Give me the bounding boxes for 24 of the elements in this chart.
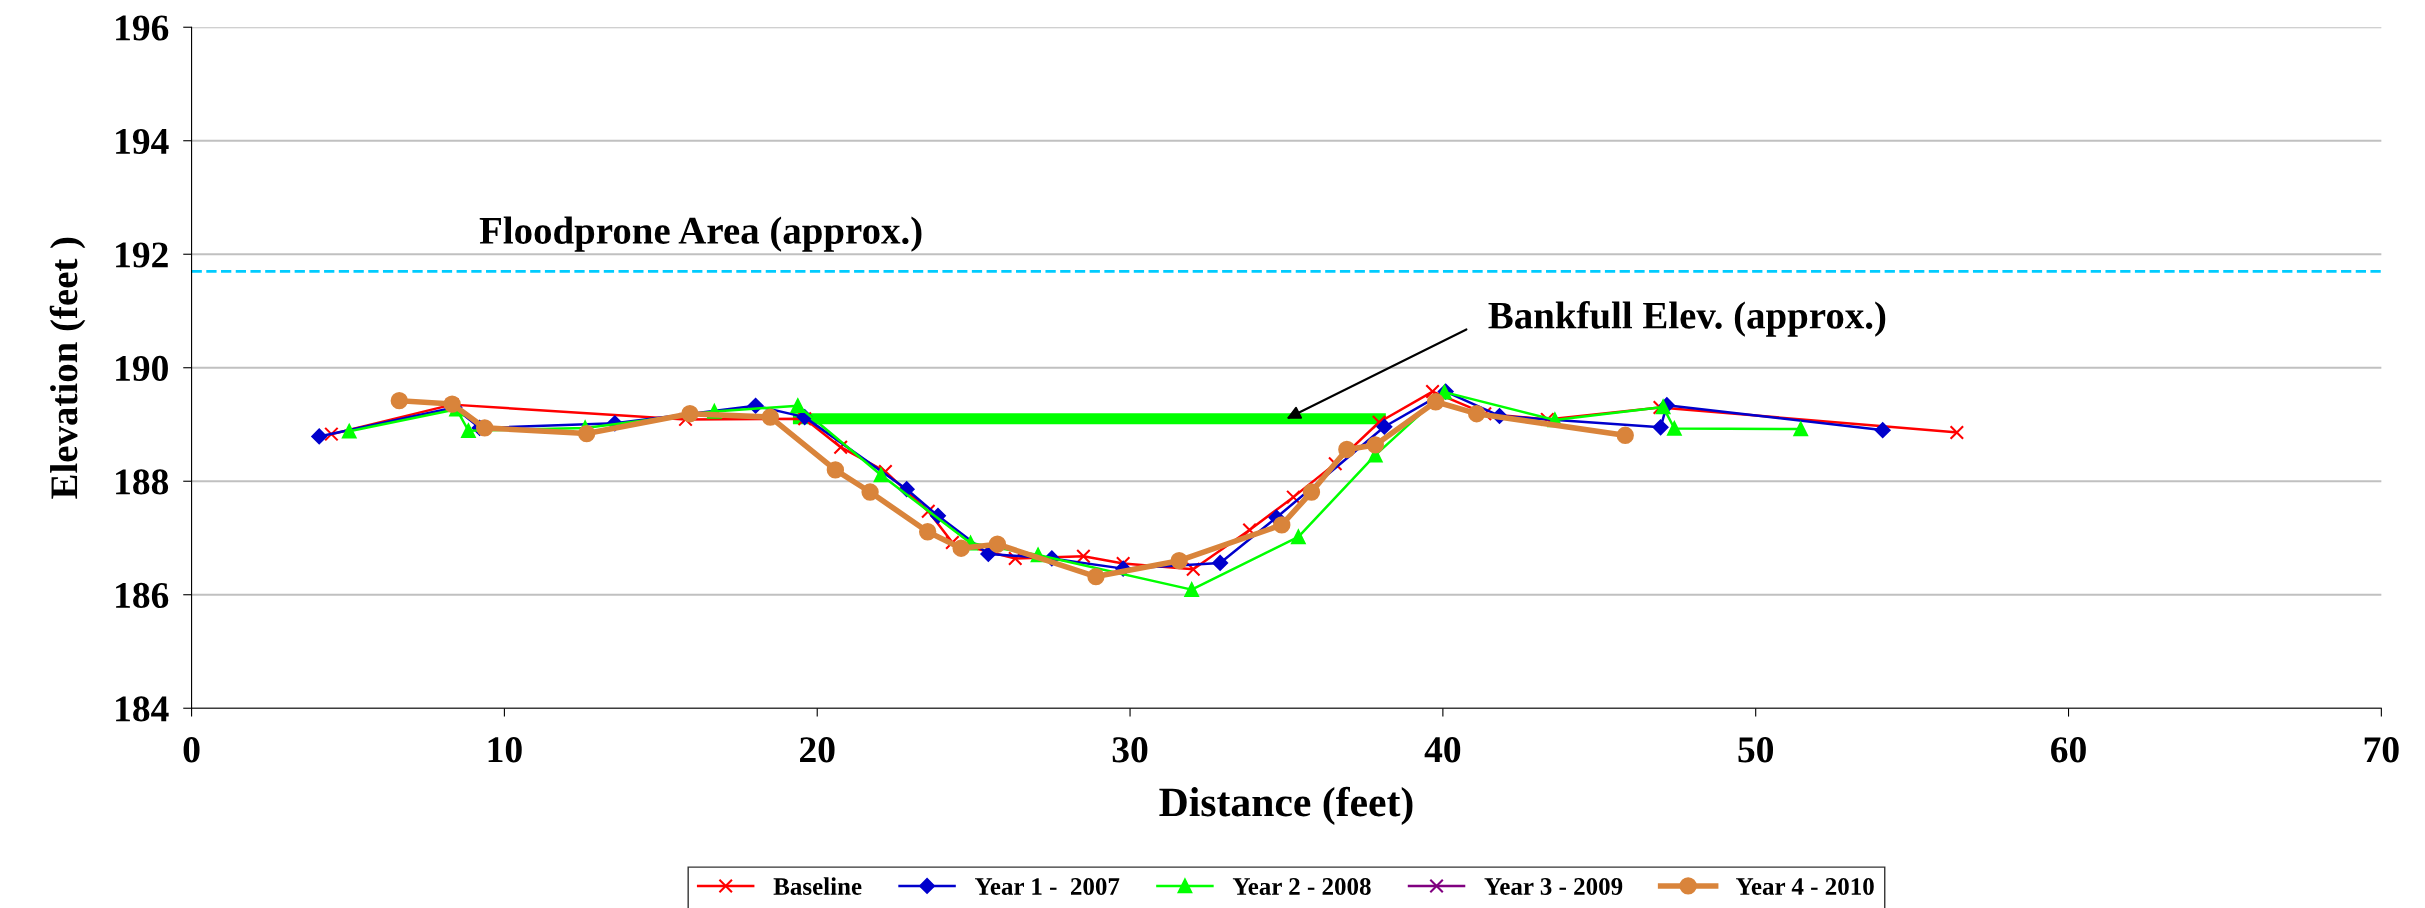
x-tick-label: 50 — [1738, 737, 1774, 763]
x-tick-label: 0 — [183, 737, 200, 763]
y-tick-label: 184 — [116, 696, 169, 722]
ref-line-label: Floodprone Area (approx.) — [479, 216, 922, 252]
y-tick-label: 190 — [116, 355, 168, 382]
x-tick-label: 20 — [800, 737, 835, 763]
x-tick-label: 40 — [1424, 737, 1461, 763]
legend-label: Year 3 - 2009 — [1484, 878, 1623, 895]
x-tick-label: 30 — [1112, 737, 1148, 763]
legend-label: Year 1 - 2007 — [975, 878, 1120, 895]
annotation: Bankfull Elev. (approx.) — [1488, 300, 1886, 337]
x-tick-label: 60 — [2051, 737, 2086, 763]
legend-label: Year 2 - 2008 — [1232, 878, 1371, 895]
y-tick-label: 192 — [116, 242, 168, 268]
y-tick-label: 196 — [116, 15, 169, 41]
x-axis-title: Distance (feet) — [1159, 786, 1413, 825]
legend-label: Year 4 - 2010 — [1736, 878, 1874, 895]
y-tick-label: 188 — [116, 469, 169, 495]
x-tick-label: 70 — [2364, 737, 2399, 763]
y-tick-label: 194 — [116, 128, 169, 155]
y-axis-title: Elevation (feet ) — [49, 237, 86, 499]
x-tick-label: 10 — [488, 737, 522, 763]
y-tick-label: 186 — [116, 582, 169, 609]
legend-label: Baseline — [773, 877, 862, 895]
